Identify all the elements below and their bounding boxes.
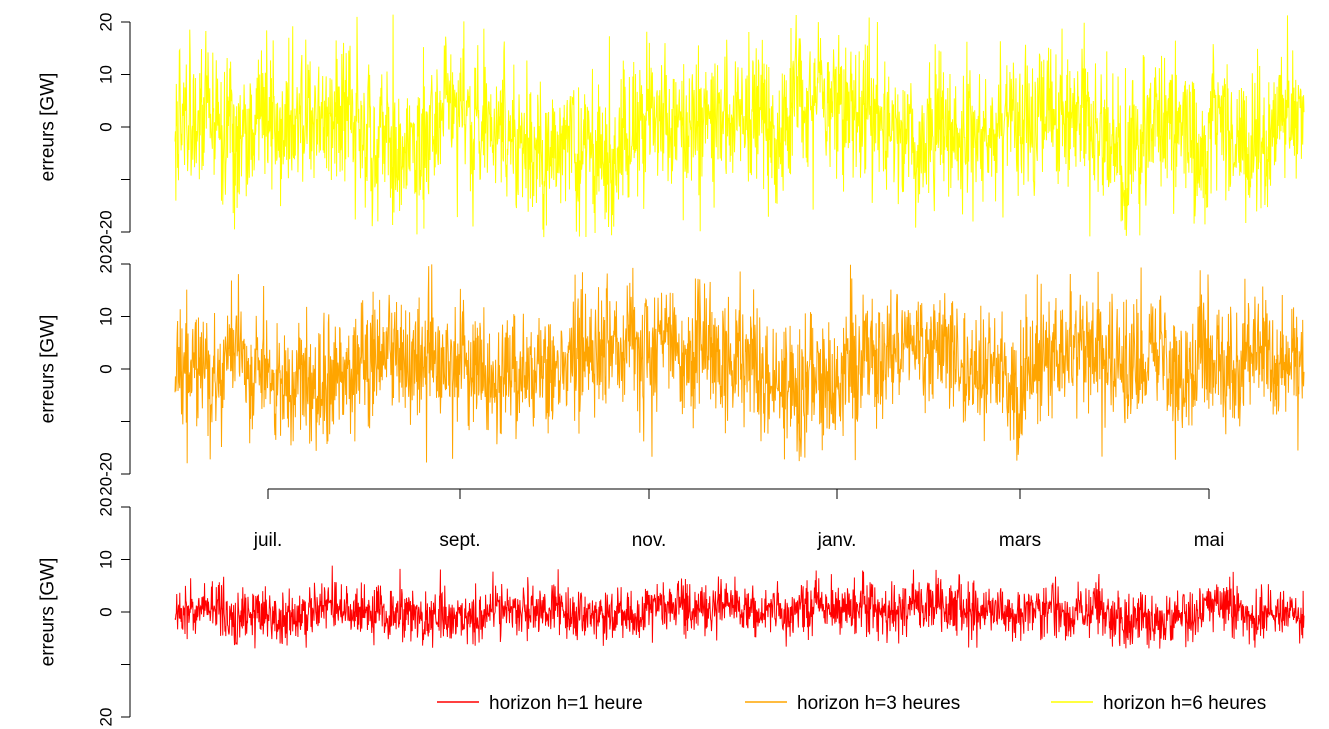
y-tick-label: 20	[97, 13, 116, 32]
legend-label-3: horizon h=6 heures	[1103, 693, 1266, 714]
panel-3: 20 10 0 20 erreurs [GW]	[38, 498, 1305, 727]
y-tick-label: 0	[97, 364, 116, 373]
y-tick-label: 20	[97, 255, 116, 274]
y-tick-label: 0	[97, 122, 116, 131]
y-tick-label: 0	[97, 607, 116, 616]
y-tick-label: 10	[97, 307, 116, 326]
y-axis-title: erreurs [GW]	[38, 315, 59, 424]
panel-1: 20 10 0 20-20 erreurs [GW]	[38, 13, 1305, 254]
y-axis-title: erreurs [GW]	[38, 558, 59, 667]
y-tick-label: 20-20	[97, 452, 116, 495]
legend: horizon h=1 heure horizon h=3 heures horiz…	[437, 693, 1266, 714]
y-tick-label: 20	[97, 498, 116, 517]
x-tick-label: sept.	[439, 530, 480, 551]
y-axis-title: erreurs [GW]	[38, 73, 59, 182]
series-line-3	[174, 565, 1305, 649]
series-line-1	[174, 14, 1305, 238]
y-tick-label: 20	[97, 708, 116, 727]
legend-label-1: horizon h=1 heure	[489, 693, 643, 714]
y-tick-label: 10	[97, 65, 116, 84]
series-line-2	[174, 264, 1305, 464]
x-tick-label: mars	[999, 530, 1041, 551]
y-tick-label: 10	[97, 550, 116, 569]
legend-label-2: horizon h=3 heures	[797, 693, 960, 714]
x-tick-label: mai	[1194, 530, 1225, 551]
panel-2: 20 10 0 20-20 erreurs [GW]	[38, 255, 1305, 496]
x-axis: juil. sept. nov. janv. mars mai	[253, 488, 1225, 551]
y-tick-label: 20-20	[97, 210, 116, 253]
x-tick-label: nov.	[632, 530, 667, 551]
panels: 20 10 0 20-20 erreurs [GW] 20 10 0 20-20 erreurs …	[38, 13, 1305, 727]
x-tick-label: juil.	[253, 530, 283, 551]
x-tick-label: janv.	[817, 530, 857, 551]
